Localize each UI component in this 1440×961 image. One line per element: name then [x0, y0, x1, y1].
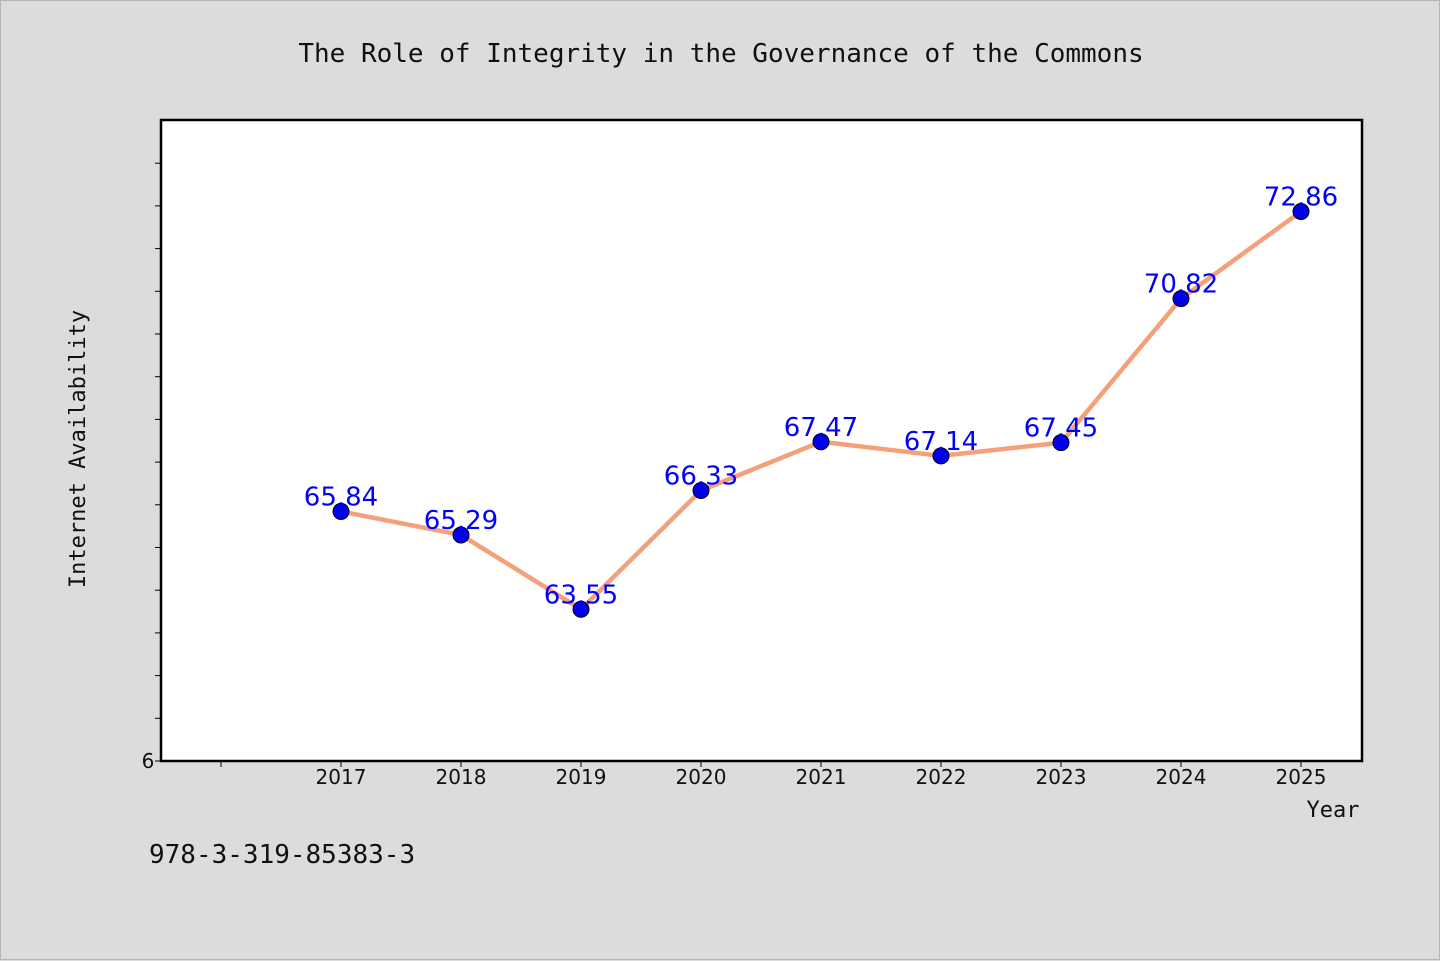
x-tick-label: 2019 [556, 765, 607, 789]
data-point [332, 502, 350, 520]
y-tick-label: 6 [142, 749, 155, 773]
data-markers [332, 202, 1310, 618]
data-point [452, 526, 470, 544]
data-label: 66.33 [664, 461, 738, 491]
data-label: 63.55 [544, 580, 618, 610]
plot-border [159, 118, 1364, 763]
data-point [1292, 202, 1310, 220]
data-label: 67.14 [904, 427, 978, 457]
x-tick-label: 2021 [796, 765, 847, 789]
data-label: 72.86 [1264, 182, 1338, 212]
x-tick-label: 2020 [676, 765, 727, 789]
x-tick-label: 2018 [436, 765, 487, 789]
data-label: 65.29 [424, 506, 498, 536]
data-labels: 65.84 65.29 63.55 66.33 67.47 67.14 67.45 70.82… [304, 182, 1338, 610]
data-point [692, 481, 710, 499]
data-point [1052, 434, 1070, 452]
plot-area [161, 120, 1362, 761]
isbn-text: 978-3-319-85383-3 [149, 840, 415, 870]
data-point [572, 600, 590, 618]
data-point [1172, 290, 1190, 308]
data-label: 67.47 [784, 413, 858, 443]
x-axis-title: Year [1307, 798, 1360, 823]
data-label: 67.45 [1024, 414, 1098, 444]
x-tick-label: 2017 [316, 765, 367, 789]
data-point [812, 433, 830, 451]
x-tick-label: 2023 [1036, 765, 1087, 789]
data-point [932, 447, 950, 465]
data-label: 70.82 [1144, 270, 1218, 300]
x-tick-label: 2024 [1156, 765, 1207, 789]
y-axis-title: Internet Availability [66, 310, 91, 588]
chart-title: The Role of Integrity in the Governance … [298, 39, 1143, 69]
data-label: 65.84 [304, 482, 378, 512]
x-axis-ticks: 2017 2018 2019 2020 2021 2022 2023 2024 2025 [220, 761, 1327, 789]
x-tick-label: 2022 [916, 765, 967, 789]
x-tick-label: 2025 [1276, 765, 1327, 789]
